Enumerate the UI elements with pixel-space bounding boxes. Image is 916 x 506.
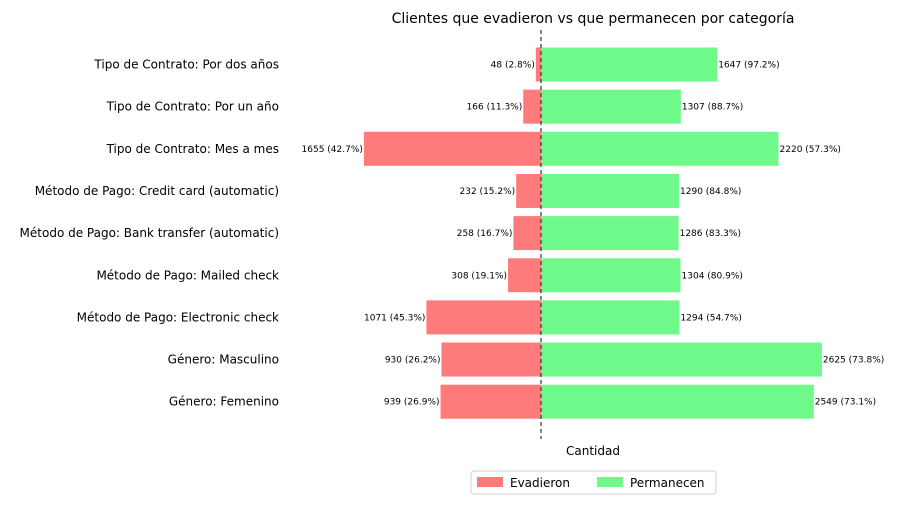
chart-title: Clientes que evadieron vs que permanecen… <box>392 11 795 27</box>
bar-permanecen-metodo-de-pago-electronic-check <box>541 300 680 335</box>
bar-evadieron-metodo-de-pago-electronic-check <box>426 300 541 335</box>
bar-permanecen-tipo-de-contrato-mes-a-mes <box>541 131 779 166</box>
bar-permanecen-genero-femenino <box>541 384 814 419</box>
category-label-tipo-de-contrato-por-dos-anos: Tipo de Contrato: Por dos años <box>93 58 279 72</box>
data-label-permanecen-genero-femenino: 2549 (73.1%) <box>815 398 876 408</box>
data-label-evadieron-tipo-de-contrato-por-dos-anos: 48 (2.8%) <box>491 61 535 71</box>
category-label-tipo-de-contrato-mes-a-mes: Tipo de Contrato: Mes a mes <box>106 142 279 156</box>
bar-permanecen-genero-masculino <box>541 342 822 377</box>
bar-permanecen-metodo-de-pago-bank-transfer-automatic <box>541 216 679 251</box>
bar-evadieron-metodo-de-pago-mailed-check <box>508 258 541 293</box>
bar-evadieron-tipo-de-contrato-mes-a-mes <box>363 131 541 166</box>
data-label-evadieron-tipo-de-contrato-por-un-ano: 166 (11.3%) <box>467 103 523 113</box>
bar-permanecen-tipo-de-contrato-por-un-ano <box>541 89 681 124</box>
data-label-evadieron-tipo-de-contrato-mes-a-mes: 1655 (42.7%) <box>302 145 363 155</box>
data-label-permanecen-tipo-de-contrato-por-dos-anos: 1647 (97.2%) <box>718 61 779 71</box>
data-label-evadieron-metodo-de-pago-bank-transfer-automatic: 258 (16.7%) <box>457 229 513 239</box>
legend-swatch-permanecen <box>597 477 623 487</box>
data-label-permanecen-tipo-de-contrato-por-un-ano: 1307 (88.7%) <box>682 103 743 113</box>
legend-swatch-evadieron <box>477 477 503 487</box>
category-label-metodo-de-pago-bank-transfer-automatic: Método de Pago: Bank transfer (automatic… <box>20 226 279 240</box>
bar-evadieron-tipo-de-contrato-por-un-ano <box>523 89 541 124</box>
data-label-permanecen-genero-masculino: 2625 (73.8%) <box>823 356 884 366</box>
data-label-evadieron-metodo-de-pago-mailed-check: 308 (19.1%) <box>451 271 507 281</box>
category-label-metodo-de-pago-credit-card-automatic: Método de Pago: Credit card (automatic) <box>35 184 279 198</box>
bar-evadieron-metodo-de-pago-credit-card-automatic <box>516 173 541 208</box>
bar-permanecen-metodo-de-pago-credit-card-automatic <box>541 173 680 208</box>
category-label-metodo-de-pago-mailed-check: Método de Pago: Mailed check <box>96 268 279 282</box>
bar-permanecen-tipo-de-contrato-por-dos-anos <box>541 47 718 82</box>
data-label-permanecen-metodo-de-pago-mailed-check: 1304 (80.9%) <box>682 271 743 281</box>
data-label-evadieron-metodo-de-pago-credit-card-automatic: 232 (15.2%) <box>460 187 516 197</box>
x-axis-label: Cantidad <box>566 444 620 458</box>
legend: Evadieron Permanecen <box>470 470 717 495</box>
category-label-genero-masculino: Género: Masculino <box>168 353 279 367</box>
category-label-metodo-de-pago-electronic-check: Método de Pago: Electronic check <box>77 310 279 324</box>
bar-evadieron-metodo-de-pago-bank-transfer-automatic <box>513 216 541 251</box>
legend-label-permanecen: Permanecen <box>630 476 705 490</box>
bar-evadieron-tipo-de-contrato-por-dos-anos <box>535 47 541 82</box>
legend-frame <box>470 470 717 495</box>
data-label-evadieron-genero-masculino: 930 (26.2%) <box>385 356 441 366</box>
bars-group: Tipo de Contrato: Por dos años 48 (2.8%) 1… <box>20 47 884 419</box>
bar-permanecen-metodo-de-pago-mailed-check <box>541 258 681 293</box>
data-label-permanecen-metodo-de-pago-electronic-check: 1294 (54.7%) <box>680 313 741 323</box>
data-label-permanecen-metodo-de-pago-credit-card-automatic: 1290 (84.8%) <box>680 187 741 197</box>
data-label-evadieron-metodo-de-pago-electronic-check: 1071 (45.3%) <box>364 313 425 323</box>
data-label-permanecen-tipo-de-contrato-mes-a-mes: 2220 (57.3%) <box>780 145 841 155</box>
bar-evadieron-genero-femenino <box>440 384 541 419</box>
legend-label-evadieron: Evadieron <box>510 476 570 490</box>
data-label-evadieron-genero-femenino: 939 (26.9%) <box>384 398 440 408</box>
category-label-genero-femenino: Género: Femenino <box>169 395 279 409</box>
data-label-permanecen-metodo-de-pago-bank-transfer-automatic: 1286 (83.3%) <box>680 229 741 239</box>
bar-evadieron-genero-masculino <box>441 342 541 377</box>
category-label-tipo-de-contrato-por-un-ano: Tipo de Contrato: Por un año <box>106 100 279 114</box>
